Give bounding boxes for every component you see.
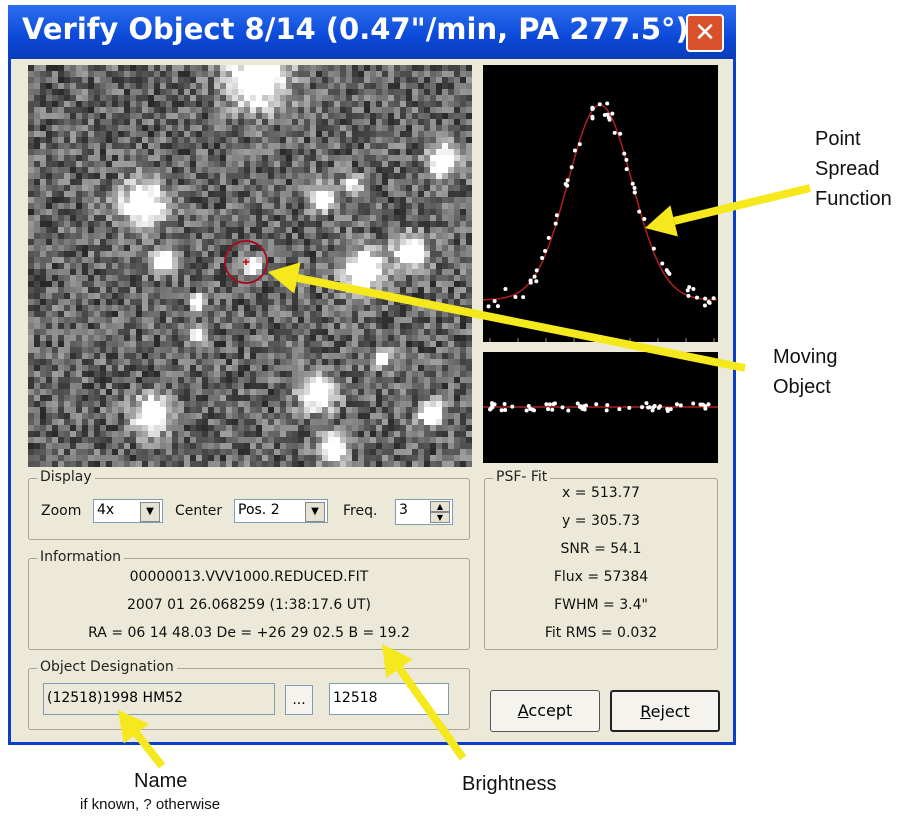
page: Verify Object 8/14 (0.47"/min, PA 277.5°… bbox=[0, 0, 912, 816]
